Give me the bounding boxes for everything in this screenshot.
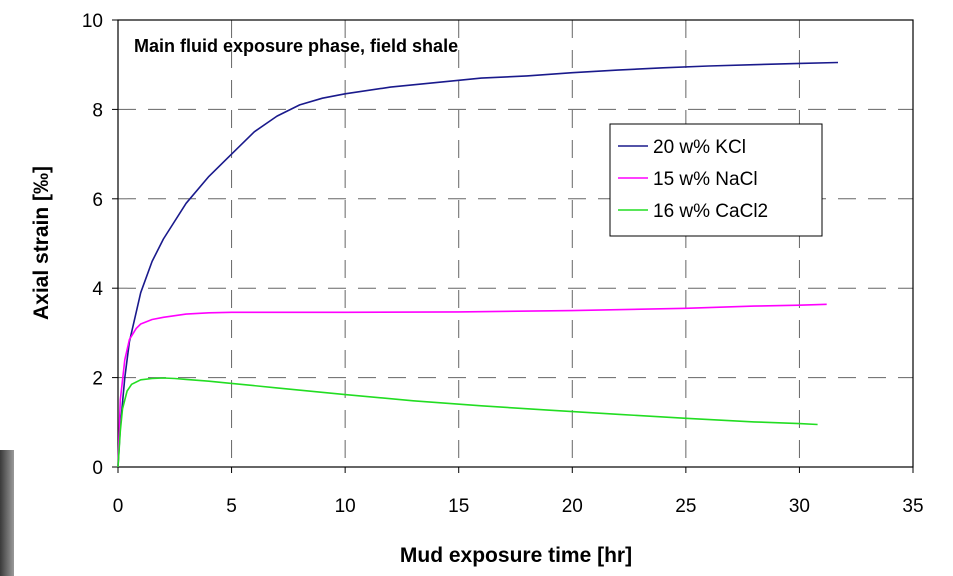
corner-shading xyxy=(0,450,14,576)
legend-box xyxy=(609,123,823,237)
y-tick-label: 4 xyxy=(92,279,103,300)
x-tick-label: 20 xyxy=(562,496,583,517)
series-lines xyxy=(117,61,839,468)
series-line-3 xyxy=(117,377,818,468)
x-axis-title: Mud exposure time [hr] xyxy=(400,544,632,567)
y-tick-label: 2 xyxy=(92,369,103,390)
x-tick-label: 35 xyxy=(902,496,923,517)
series-line-2 xyxy=(117,303,827,468)
legend-label-3: 16 w% CaCl2 xyxy=(653,201,768,222)
y-tick-label: 6 xyxy=(92,190,103,211)
legend: 20 w% KCl 15 w% NaCl 16 w% CaCl2 xyxy=(609,123,823,237)
plot-area-border xyxy=(117,19,914,468)
x-tick-label: 10 xyxy=(335,496,356,517)
x-tick-label: 25 xyxy=(675,496,696,517)
legend-label-1: 20 w% KCl xyxy=(653,137,746,158)
x-tick-label: 5 xyxy=(226,496,237,517)
y-tick-label: 8 xyxy=(92,100,103,121)
x-tick-label: 15 xyxy=(448,496,469,517)
grid-lines xyxy=(118,20,913,467)
series-line-1 xyxy=(117,61,839,468)
chart-title: Main fluid exposure phase, field shale xyxy=(134,36,458,56)
x-tick-label: 0 xyxy=(113,496,124,517)
legend-label-2: 15 w% NaCl xyxy=(653,169,758,190)
y-tick-label: 0 xyxy=(92,458,103,479)
axis-ticks: 0 5 10 15 20 25 30 35 0 2 4 6 8 10 xyxy=(82,11,924,517)
x-tick-label: 30 xyxy=(789,496,810,517)
y-tick-label: 10 xyxy=(82,11,103,32)
y-axis-title: Axial strain [‰] xyxy=(30,166,53,320)
